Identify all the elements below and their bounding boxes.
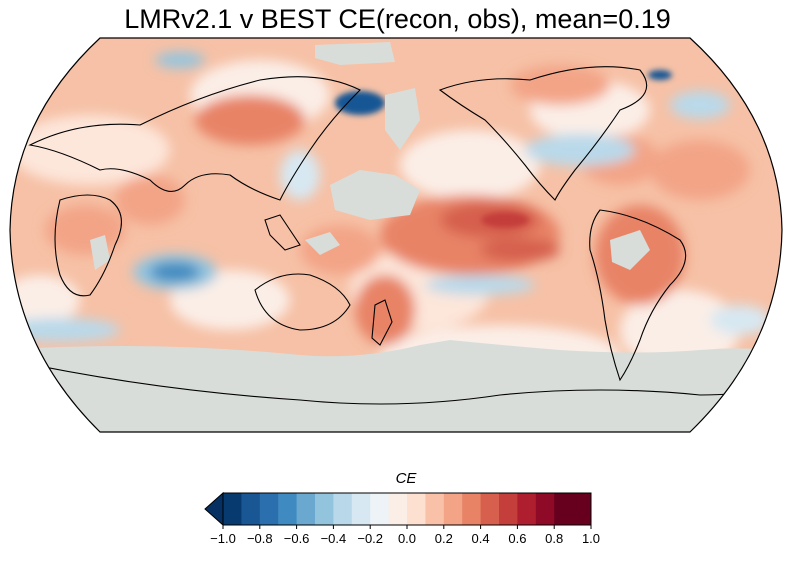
colorbar-tick-label: −0.6	[284, 531, 310, 546]
colorbar-segment	[223, 493, 242, 525]
colorbar-tick-label: −1.0	[210, 531, 236, 546]
north-pacific-missing-region	[385, 88, 420, 150]
colorbar-tick-label: 0.0	[398, 531, 416, 546]
new-guinea-missing-region	[305, 232, 340, 255]
antarctic-missing-region	[10, 340, 782, 432]
colorbar-segments	[223, 493, 592, 525]
colorbar-segment	[278, 493, 298, 525]
colorbar-segment	[462, 493, 482, 525]
colorbar-tick-label: 0.2	[435, 531, 453, 546]
colorbar-segment	[315, 493, 334, 525]
coastlines	[10, 66, 782, 405]
arctic-missing-region	[315, 42, 395, 65]
colorbar-tick-label: −0.2	[357, 531, 383, 546]
colorbar-segment	[388, 493, 408, 525]
colorbar-segment	[259, 493, 279, 525]
colorbar-segment	[572, 493, 592, 525]
colorbar-segment	[499, 493, 518, 525]
colorbar-tick-label: 0.4	[472, 531, 490, 546]
colorbar-segment	[425, 493, 445, 525]
colorbar-tick-label: −0.4	[321, 531, 347, 546]
colorbar-segment	[241, 493, 261, 525]
north-america-coastline	[438, 66, 648, 201]
colorbar-under-extension	[204, 491, 224, 527]
colorbar-ticks: −1.0 −0.8 −0.6 −0.4 −0.2 0.0 0.2 0.4 0.6 0.8 1.0	[210, 525, 600, 546]
south-america-coastline	[589, 209, 687, 382]
colorbar-segment	[517, 493, 537, 525]
colorbar-segment	[554, 493, 574, 525]
new-zealand-coastline	[371, 299, 393, 346]
colorbar-segment	[296, 493, 316, 525]
map-title: LMRv2.1 v BEST CE(recon, obs), mean=0.19	[124, 4, 671, 34]
colorbar-segment	[333, 493, 353, 525]
amazon-missing-region	[610, 230, 650, 270]
colorbar-segment	[351, 493, 371, 525]
africa-coastline	[54, 194, 122, 297]
colorbar-segment	[443, 493, 463, 525]
eurasia-coastline	[28, 76, 361, 201]
antarctica-coastline	[10, 359, 782, 405]
maritime-continent-coastline	[264, 214, 301, 251]
colorbar-segment	[535, 493, 555, 525]
central-pacific-missing-region	[330, 170, 420, 220]
colorbar-segment	[480, 493, 500, 525]
colorbar-tick-label: 0.8	[545, 531, 563, 546]
colorbar-label: CE	[395, 470, 417, 487]
missing-data-areas	[10, 42, 782, 432]
madagascar-missing-region	[90, 235, 110, 270]
colorbar-tick-label: 0.6	[508, 531, 526, 546]
australia-coastline	[254, 273, 351, 331]
colorbar-tick-label: −0.8	[247, 531, 273, 546]
colorbar-tick-label: 1.0	[582, 531, 600, 546]
globe-outline	[9, 37, 783, 433]
colorbar-segment	[407, 493, 426, 525]
colorbar: −1.0 −0.8 −0.6 −0.4 −0.2 0.0 0.2 0.4 0.6 0.8 1.0	[204, 491, 600, 546]
colorbar-segment	[370, 493, 390, 525]
